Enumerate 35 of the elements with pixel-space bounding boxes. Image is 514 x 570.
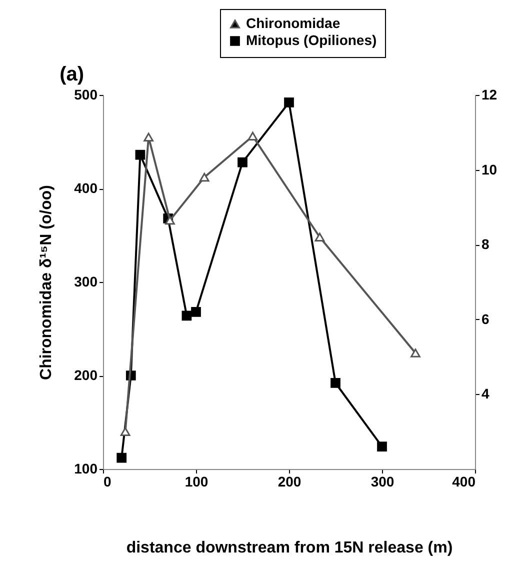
y-axis-title: Chironomidae δ¹⁵N (o/oo) bbox=[38, 185, 56, 380]
x-tick-label: 100 bbox=[184, 474, 208, 490]
point bbox=[144, 132, 154, 142]
chart-title: (a) bbox=[60, 64, 84, 86]
y2-tick-label: 12 bbox=[482, 86, 498, 102]
y-tick-label: 500 bbox=[74, 86, 98, 102]
x-axis-title: distance downstream from 15N release (m) bbox=[126, 540, 453, 556]
point bbox=[116, 452, 127, 463]
point bbox=[199, 172, 210, 182]
y2-tick-label: 4 bbox=[482, 386, 490, 402]
y-tick-label: 400 bbox=[74, 180, 98, 196]
legend-label: Mitopus (Opiliones) bbox=[246, 32, 377, 48]
y2-tick-label: 6 bbox=[482, 310, 490, 327]
point bbox=[377, 442, 387, 452]
point bbox=[410, 348, 420, 358]
y2-tick-label: 8 bbox=[482, 236, 490, 252]
x-tick-label: 0 bbox=[104, 474, 112, 490]
point bbox=[238, 157, 248, 168]
y2-tick-label: 10 bbox=[482, 161, 498, 178]
point bbox=[120, 427, 130, 436]
point bbox=[314, 232, 325, 242]
y-tick-label: 200 bbox=[74, 367, 98, 383]
y-tick-label: 300 bbox=[74, 274, 98, 290]
point bbox=[330, 378, 340, 388]
point bbox=[165, 216, 175, 225]
point bbox=[191, 306, 201, 317]
point bbox=[182, 310, 192, 321]
point bbox=[135, 150, 146, 160]
x-tick-label: 300 bbox=[370, 474, 394, 490]
point bbox=[284, 98, 294, 108]
y-tick-label: 100 bbox=[74, 460, 98, 476]
point bbox=[248, 132, 258, 141]
x-tick-label: 400 bbox=[452, 474, 476, 490]
x-tick-label: 200 bbox=[278, 474, 302, 490]
legend-label: Chironomidae bbox=[246, 15, 340, 31]
